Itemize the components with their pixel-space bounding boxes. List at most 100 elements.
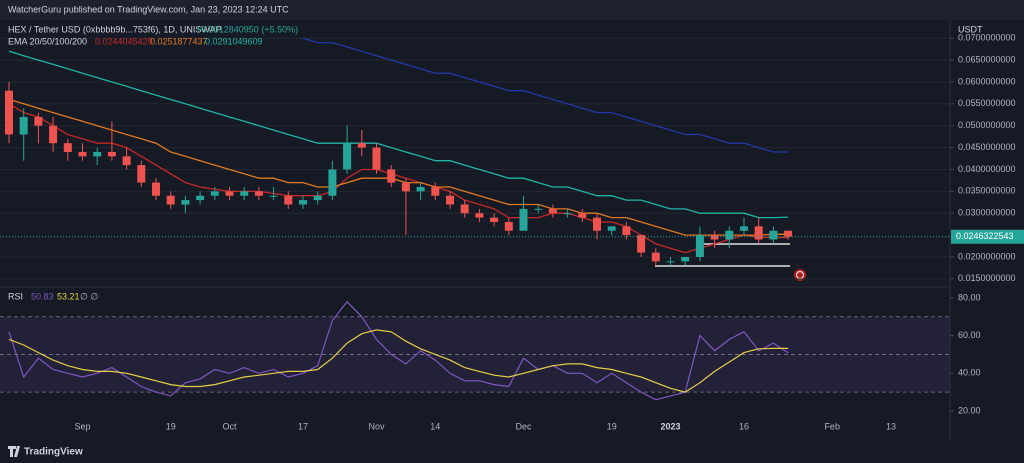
y-tick-label: 0.0150000000 bbox=[958, 273, 1016, 283]
footer bbox=[0, 440, 1024, 463]
series-line bbox=[8, 50, 789, 219]
y-tick-label: 0.0450000000 bbox=[958, 142, 1016, 152]
candle-body bbox=[769, 230, 778, 240]
candle-body bbox=[754, 226, 763, 240]
series-line bbox=[8, 103, 789, 254]
candle-body bbox=[504, 221, 513, 231]
candle-body bbox=[548, 208, 557, 214]
ema-value: 0.0251877437 bbox=[150, 36, 208, 46]
y-tick-label: 60.00 bbox=[958, 330, 981, 340]
logo-text: TradingView bbox=[24, 447, 83, 458]
candle-body bbox=[593, 217, 601, 231]
y-tick-label: 0.0400000000 bbox=[958, 164, 1016, 174]
candle-body bbox=[78, 151, 87, 157]
y-tick-label: 40.00 bbox=[958, 368, 981, 378]
candle-body bbox=[19, 116, 28, 135]
x-tick-label: Feb bbox=[824, 421, 840, 431]
x-tick-label: 19 bbox=[166, 421, 176, 431]
logo-icon bbox=[8, 446, 20, 457]
candle-body bbox=[210, 191, 219, 196]
x-tick-label: Nov bbox=[368, 421, 385, 431]
y-tick-label: 0.0700000000 bbox=[958, 33, 1016, 43]
candle-body bbox=[387, 169, 396, 183]
candle-body bbox=[401, 182, 410, 192]
y-axis-label: USDT bbox=[958, 24, 983, 34]
candle-body bbox=[34, 116, 43, 126]
candle-body bbox=[137, 165, 146, 183]
candle-body bbox=[63, 143, 72, 152]
candle-body bbox=[416, 186, 425, 192]
candle-body bbox=[93, 151, 102, 157]
legend: HEX / Tether USD (0xbbbb9b...753f6), 1D,… bbox=[8, 24, 983, 301]
candle-body bbox=[460, 204, 469, 214]
event-flag[interactable] bbox=[794, 269, 806, 281]
rsi-ma-value: 53.21 bbox=[57, 291, 80, 301]
ema-label: EMA 20/50/100/200 bbox=[8, 36, 87, 46]
x-tick-label: 14 bbox=[430, 421, 440, 431]
x-tick-label: Oct bbox=[222, 421, 237, 431]
candle-body bbox=[357, 143, 366, 148]
rsi-note: ∅ ∅ bbox=[80, 291, 98, 301]
candle-body bbox=[225, 191, 234, 196]
y-tick-label: 0.0550000000 bbox=[958, 98, 1016, 108]
candle-body bbox=[299, 200, 307, 205]
candle-body bbox=[240, 191, 249, 196]
x-tick-label: Dec bbox=[515, 421, 532, 431]
candle-body bbox=[328, 169, 337, 196]
candle-body bbox=[681, 256, 690, 262]
candle-body bbox=[725, 230, 734, 240]
candle-body bbox=[490, 217, 499, 222]
last-price-tag bbox=[951, 229, 1024, 244]
series-line bbox=[8, 300, 789, 401]
candle-body bbox=[372, 147, 381, 170]
series-line bbox=[302, 37, 789, 153]
candle-body bbox=[519, 208, 528, 231]
ema-value: 0.0244045429 bbox=[95, 36, 153, 46]
candle-body bbox=[181, 200, 190, 205]
y-tick-label: 0.0200000000 bbox=[958, 251, 1016, 261]
y-tick-label: 0.0350000000 bbox=[958, 186, 1016, 196]
banner-text: WatcherGuru published on TradingView.com… bbox=[8, 4, 289, 14]
candle-body bbox=[637, 235, 646, 253]
x-tick-label: 17 bbox=[298, 421, 308, 431]
series-line bbox=[8, 329, 789, 393]
x-tick-label: 2023 bbox=[660, 421, 680, 431]
banner-bar bbox=[0, 0, 1024, 20]
candle-body bbox=[343, 143, 352, 170]
rsi-title: RSI bbox=[8, 291, 23, 301]
y-tick-label: 80.00 bbox=[958, 292, 981, 302]
y-tick-label: 20.00 bbox=[958, 405, 981, 415]
candle-body bbox=[695, 235, 704, 257]
candle-body bbox=[152, 182, 160, 196]
candle-body bbox=[254, 191, 263, 196]
candle-body bbox=[740, 226, 748, 231]
candle-body bbox=[122, 156, 131, 166]
candle-body bbox=[269, 195, 278, 197]
x-tick-label: 16 bbox=[739, 421, 749, 431]
ema-value: 0.0291049609 bbox=[205, 36, 263, 46]
candle-body bbox=[313, 195, 322, 201]
candle-body bbox=[5, 90, 13, 135]
candle-body bbox=[446, 195, 454, 205]
candle-body bbox=[284, 195, 293, 205]
candle-body bbox=[710, 235, 719, 240]
symbol-title: HEX / Tether USD (0xbbbb9b...753f6), 1D,… bbox=[8, 24, 222, 34]
candle-body bbox=[578, 213, 587, 218]
candle-body bbox=[196, 195, 205, 201]
last-price-label: 0.0246322543 bbox=[956, 231, 1014, 241]
y-tick-label: 0.0650000000 bbox=[958, 54, 1016, 64]
candle-body bbox=[166, 195, 175, 205]
x-tick-label: 19 bbox=[607, 421, 617, 431]
candle-body bbox=[534, 208, 543, 210]
y-tick-label: 0.0600000000 bbox=[958, 76, 1016, 86]
candle-body bbox=[563, 213, 572, 215]
candle-body bbox=[622, 226, 631, 236]
y-tick-label: 0.0500000000 bbox=[958, 120, 1016, 130]
x-tick-label: 13 bbox=[886, 421, 896, 431]
candle-body bbox=[666, 261, 675, 263]
candle-body bbox=[607, 226, 616, 231]
change: +0.0012840950 (+5.50%) bbox=[196, 24, 298, 34]
candle-body bbox=[49, 125, 58, 144]
